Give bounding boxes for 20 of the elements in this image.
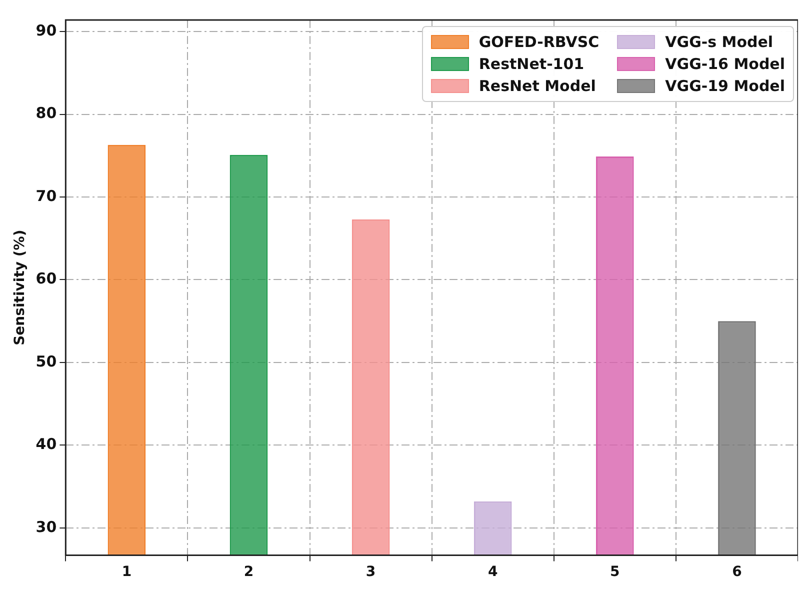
y-tick-label: 30 xyxy=(36,518,57,536)
x-tick-label: 1 xyxy=(122,564,132,580)
x-tick-label: 6 xyxy=(732,564,742,580)
legend-label: RestNet-101 xyxy=(478,55,584,73)
legend-label: ResNet Model xyxy=(478,77,596,95)
x-tick-label: 4 xyxy=(488,564,498,580)
y-tick-label: 50 xyxy=(36,352,57,370)
legend-label: GOFED-RBVSC xyxy=(478,33,600,51)
y-tick-label: 80 xyxy=(36,104,57,122)
x-tick-label: 2 xyxy=(244,564,254,580)
legend-label: VGG-s Model xyxy=(665,33,774,51)
x-tick-label: 3 xyxy=(366,564,376,580)
legend-label: VGG-16 Model xyxy=(665,55,785,73)
y-tick-label: 90 xyxy=(36,21,57,40)
legend-label: VGG-19 Model xyxy=(665,77,785,95)
y-tick-label: 40 xyxy=(36,435,57,454)
y-tick-label: 70 xyxy=(36,186,57,205)
x-tick-label: 5 xyxy=(610,564,620,580)
y-axis-title: Sensitivity (%) xyxy=(12,230,28,346)
y-tick-label: 60 xyxy=(36,270,57,288)
